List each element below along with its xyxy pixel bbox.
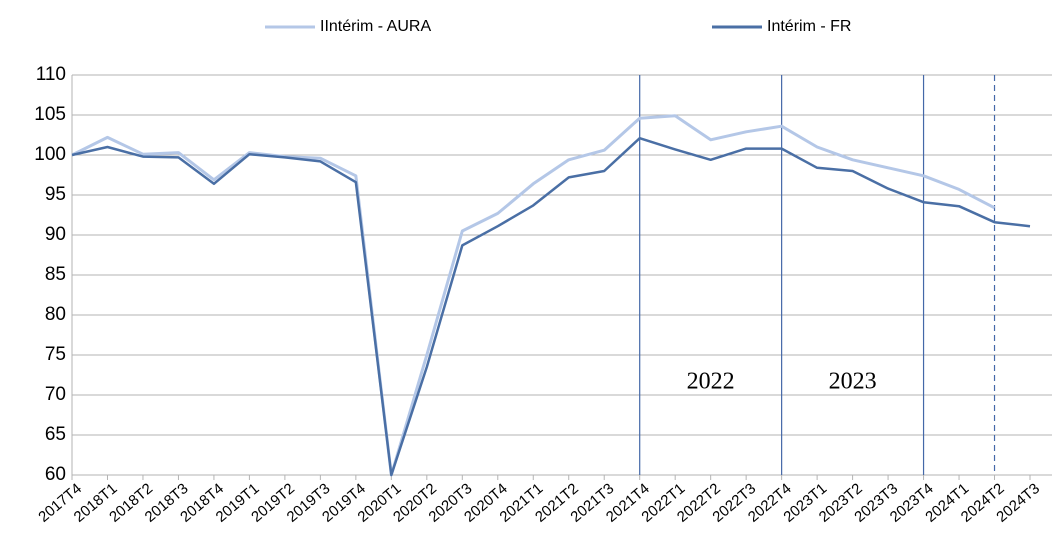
y-tick-label: 110	[36, 64, 66, 85]
annotation: 2023	[829, 369, 877, 395]
y-tick-label: 105	[34, 104, 66, 125]
legend-label: Intérim - FR	[767, 18, 851, 35]
y-tick-label: 80	[45, 304, 66, 325]
series-line	[71, 114, 996, 477]
series-line	[71, 136, 1031, 477]
y-tick-label: 75	[45, 344, 66, 365]
y-tick-label: 95	[45, 184, 66, 205]
y-tick-label: 65	[45, 424, 66, 445]
legend-label: IIntérim - AURA	[320, 18, 431, 35]
annotation: 2022	[687, 369, 735, 395]
y-tick-label: 60	[45, 464, 66, 485]
y-tick-label: 70	[45, 384, 66, 405]
y-tick-label: 90	[45, 224, 66, 245]
y-tick-label: 85	[45, 264, 66, 285]
y-tick-label: 100	[34, 144, 66, 165]
